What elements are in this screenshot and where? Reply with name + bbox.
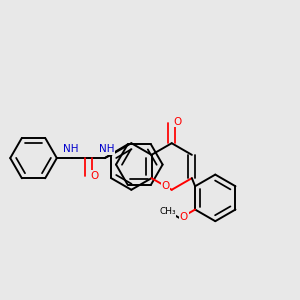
Text: O: O [180,212,188,222]
Text: CH₃: CH₃ [159,207,176,216]
Text: O: O [90,171,98,181]
Text: NH: NH [99,144,114,154]
Text: O: O [173,117,181,127]
Text: NH: NH [63,144,79,154]
Text: O: O [161,181,169,190]
